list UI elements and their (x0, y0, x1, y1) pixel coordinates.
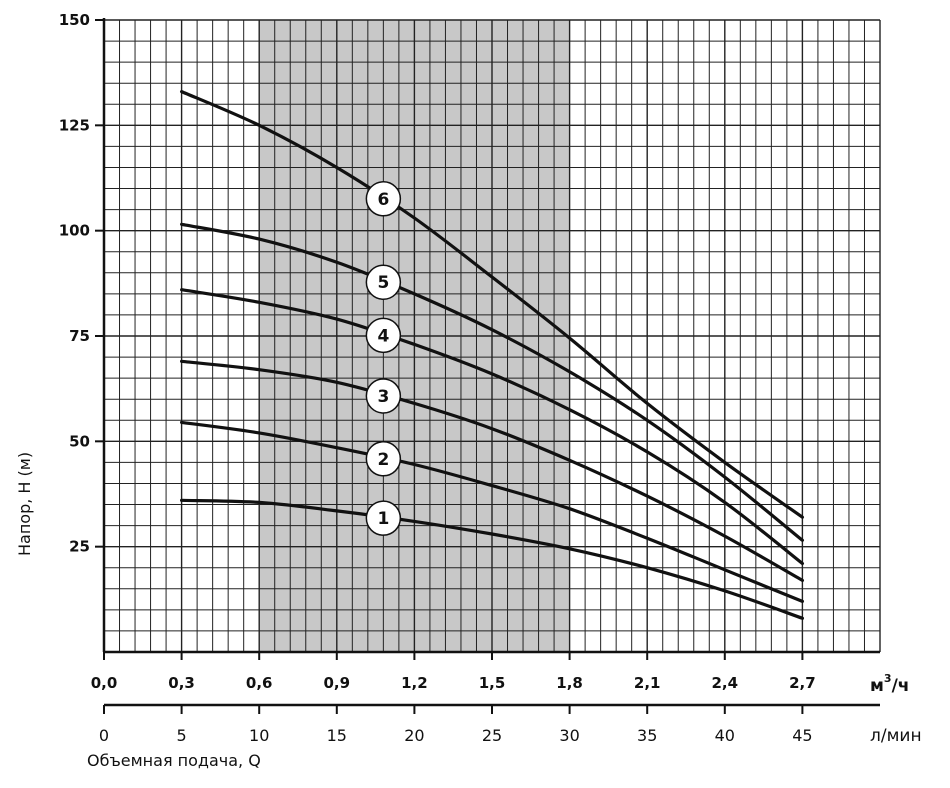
series-label-circle-6 (365, 181, 402, 217)
series-label-circle-5 (365, 264, 402, 300)
x-lmin-tick-label: 0 (99, 726, 109, 745)
series-labels: 1 2 3 4 5 6 (365, 181, 402, 536)
x-tick-label: 2,1 (634, 674, 661, 692)
series-label-circle-1 (365, 500, 402, 536)
grid (103, 19, 881, 653)
series-label-circle-4 (365, 317, 402, 354)
y-tick-label: 25 (69, 538, 90, 556)
y-tick-label: 50 (69, 432, 90, 450)
y-tick-label: 150 (59, 11, 90, 29)
y-tick-label: 100 (59, 222, 90, 240)
y-tick-labels: 25 50 75 100 125 150 (59, 11, 90, 556)
series-label-circle-3 (365, 378, 402, 414)
series-line-2 (180, 420, 804, 603)
x-lmin-tick-label: 20 (404, 726, 424, 745)
x-lmin-unit: л/мин (870, 726, 922, 746)
x-lmin-tick-label: 40 (715, 726, 735, 745)
series-label-2: 2 (377, 450, 389, 470)
series-label-6: 6 (377, 190, 389, 210)
series-line-3 (180, 359, 804, 582)
series-line-6 (180, 90, 804, 519)
series-line-1 (180, 498, 804, 620)
series-line-5 (180, 222, 804, 542)
series-label-circle-2 (365, 441, 402, 477)
x-tick-label: 1,8 (556, 674, 583, 692)
series-label-3: 3 (377, 387, 389, 407)
x-lmin-tick-label: 25 (482, 726, 502, 745)
x-tick-label: 0,6 (246, 674, 273, 692)
x-lmin-tick-label: 30 (559, 726, 579, 745)
y-tick-label: 125 (59, 116, 90, 134)
x-tick-label: 0,3 (168, 674, 195, 692)
x-lmin-tick-label: 5 (177, 726, 187, 745)
x-tick-label: 0,9 (324, 674, 351, 692)
x-tick-label: 2,4 (712, 674, 739, 692)
x-tick-label: 2,7 (789, 674, 816, 692)
x-axis-label: Объемная подача, Q (87, 751, 261, 770)
series-lines (180, 90, 804, 620)
series-label-1: 1 (377, 509, 389, 529)
axes (95, 18, 880, 714)
x-m3h-unit: м3/ч (870, 672, 909, 696)
x-m3h-tick-labels: 0,0 0,3 0,6 0,9 1,2 1,5 1,8 2,1 2,4 2,7 (91, 674, 816, 692)
series-label-4: 4 (377, 326, 389, 346)
x-tick-label: 0,0 (91, 674, 118, 692)
x-lmin-tick-labels: 0 5 10 15 20 25 30 35 40 45 (99, 726, 813, 745)
x-tick-label: 1,2 (401, 674, 428, 692)
y-axis-label: Напор, H (м) (15, 452, 34, 556)
x-lmin-tick-label: 10 (249, 726, 269, 745)
series-line-4 (180, 288, 804, 566)
series-label-5: 5 (377, 273, 389, 293)
x-lmin-tick-label: 35 (637, 726, 657, 745)
y-tick-label: 75 (69, 327, 90, 345)
x-lmin-tick-label: 45 (792, 726, 812, 745)
x-lmin-tick-label: 15 (327, 726, 347, 745)
x-tick-label: 1,5 (479, 674, 506, 692)
